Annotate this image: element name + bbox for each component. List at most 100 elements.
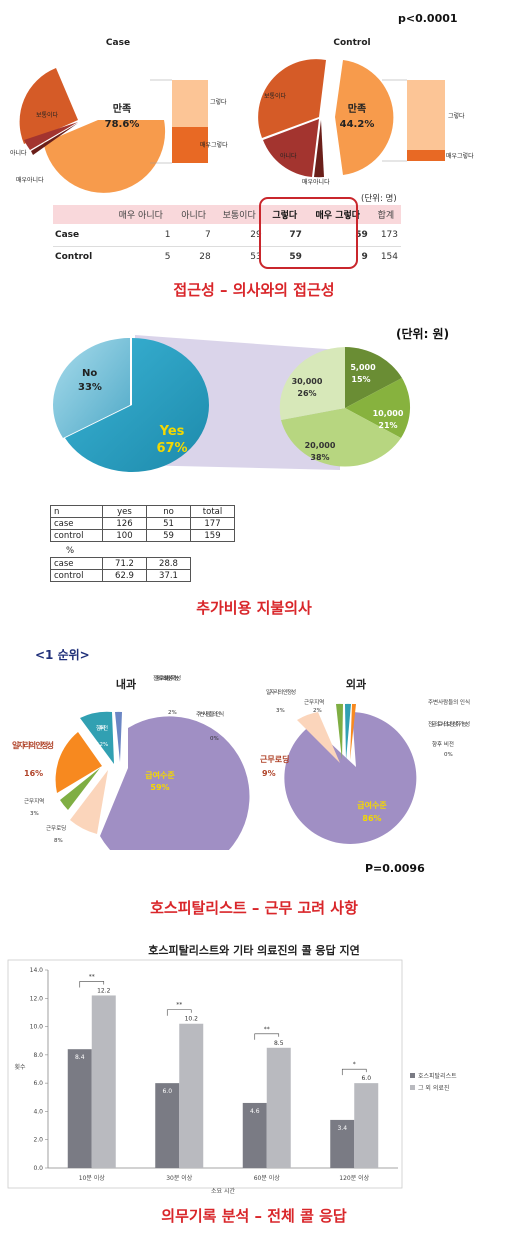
significance-mark: ** bbox=[176, 1002, 182, 1009]
case-bar-label-very-yes: 매우그렇다 bbox=[200, 141, 228, 149]
case-pie-very-no bbox=[31, 123, 78, 155]
y-tick-label: 12.0 bbox=[30, 995, 44, 1002]
payment-pies: No 33% Yes 67% 5,000 15% 10,000 21% 20,0… bbox=[53, 335, 411, 472]
table-cell: 9 bbox=[361, 252, 368, 263]
header-cell: 그렇다 bbox=[264, 205, 305, 224]
surgery-salary-pct: 86% bbox=[362, 814, 381, 823]
table-cell: 5 bbox=[164, 252, 171, 263]
bar-value-label: 6.0 bbox=[361, 1075, 371, 1082]
internal-specialty-pct: 2% bbox=[168, 710, 177, 716]
caption-workplace: 호스피탈리스트 – 근무 고려 사항 bbox=[150, 899, 358, 917]
pie-yes bbox=[65, 338, 210, 472]
surgery-job-label: 일자리의 안정성 bbox=[266, 688, 296, 696]
chart-title: 호스피탈리스트와 기타 의료진의 콜 응답 지연 bbox=[148, 944, 360, 957]
surgery-specialty-slice bbox=[350, 703, 356, 760]
table-cell: 51 bbox=[146, 517, 191, 530]
table-cell: 59 bbox=[146, 529, 191, 542]
pvalue-workplace: P=0.0096 bbox=[365, 862, 425, 875]
row-label: Control bbox=[55, 252, 93, 263]
caption-access: 접근성 – 의사와의 접근성 bbox=[173, 281, 335, 299]
table-cell: 28.8 bbox=[146, 557, 191, 570]
slice-label-30000: 30,000 bbox=[292, 377, 323, 386]
workplace-pies: 내과 급여수준 59% 일자리의 안정성 16% 향후 비전 12% 전문의로서… bbox=[12, 674, 470, 850]
bar-other bbox=[354, 1083, 379, 1168]
case-bar-label-yes: 그렇다 bbox=[210, 98, 227, 106]
table-cell: 28 bbox=[199, 252, 211, 263]
yes-label: Yes bbox=[159, 424, 185, 439]
internal-specialty-label: 전문의로서의 보람성취가능성 bbox=[153, 674, 181, 682]
control-bar-very-yes bbox=[407, 150, 445, 161]
legend-swatch bbox=[410, 1085, 415, 1090]
control-pie-satisfied bbox=[335, 60, 394, 175]
surgery-region-label: 근무지역 bbox=[304, 698, 324, 706]
table-header: n yes no total bbox=[50, 505, 235, 518]
internal-region-label: 근무지역 bbox=[24, 797, 44, 805]
y-tick-label: 14.0 bbox=[30, 967, 44, 974]
slice-5000 bbox=[345, 347, 402, 408]
surgery-region-pct: 2% bbox=[313, 708, 322, 714]
y-tick-label: 2.0 bbox=[33, 1137, 43, 1144]
rank-label: <1 순위> bbox=[35, 648, 90, 662]
control-label-normal: 보통이다 bbox=[264, 92, 287, 100]
slice-label-5000: 5,000 bbox=[350, 363, 376, 372]
slice-20000 bbox=[281, 408, 401, 467]
header-cell: total bbox=[190, 505, 235, 518]
header-cell: 아니다 bbox=[173, 205, 214, 224]
table-cell: 53 bbox=[250, 252, 262, 263]
table-cell: 126 bbox=[102, 517, 147, 530]
yes-pct: 67% bbox=[156, 441, 187, 456]
pvalue-label: p<0.0001 bbox=[398, 12, 458, 25]
table-row: case 126 51 177 bbox=[50, 517, 235, 530]
row-label: Case bbox=[55, 229, 80, 240]
significance-bracket bbox=[166, 1009, 192, 1016]
significance-mark: * bbox=[353, 1061, 356, 1068]
table-cell: 59 bbox=[355, 229, 368, 240]
case-pie-no bbox=[24, 122, 78, 150]
bar-other bbox=[266, 1047, 291, 1168]
internal-title: 내과 bbox=[116, 677, 136, 691]
slice-pct-5000: 15% bbox=[351, 375, 370, 384]
bar-hospitalist bbox=[330, 1119, 355, 1168]
internal-loading-label: 근무로딩 bbox=[46, 824, 66, 832]
bar-value-label: 6.0 bbox=[162, 1088, 172, 1095]
legend-label: 호스피탈리스트 bbox=[418, 1072, 457, 1080]
internal-salary-label: 급여수준 bbox=[145, 770, 175, 780]
control-main-label: 만족 bbox=[348, 102, 366, 115]
control-pie-very-no bbox=[314, 120, 324, 178]
row-label: control bbox=[50, 529, 103, 542]
y-tick-label: 8.0 bbox=[33, 1052, 43, 1059]
x-tick-label: 120분 이상 bbox=[339, 1174, 369, 1182]
surgery-title: 외과 bbox=[346, 677, 366, 691]
bar-value-label: 3.4 bbox=[337, 1125, 347, 1132]
surgery-salary-slice bbox=[284, 712, 417, 844]
surgery-salary-label: 급여수준 bbox=[357, 800, 387, 810]
significance-mark: ** bbox=[264, 1026, 270, 1033]
case-title: Case bbox=[106, 38, 130, 48]
case-main-pct: 78.6% bbox=[105, 119, 140, 130]
header-cell: 매우 그렇다 bbox=[304, 205, 371, 224]
surgery-region-slice bbox=[345, 703, 351, 760]
case-pie-normal bbox=[19, 68, 79, 144]
surgery-job-slice bbox=[336, 703, 343, 760]
surgery-loading-pct: 9% bbox=[262, 769, 276, 778]
control-main-pct: 44.2% bbox=[340, 119, 375, 130]
slice-10000 bbox=[345, 378, 411, 438]
slice-pct-30000: 26% bbox=[297, 389, 316, 398]
y-tick-label: 0.0 bbox=[33, 1165, 43, 1172]
bar-value-label: 12.2 bbox=[97, 987, 111, 994]
table-cell: 7 bbox=[204, 229, 211, 240]
y-tick-label: 4.0 bbox=[33, 1108, 43, 1115]
caption-payment: 추가비용 지불의사 bbox=[196, 599, 312, 617]
surgery-job-pct: 3% bbox=[276, 708, 285, 714]
control-label-no: 아니다 bbox=[280, 152, 297, 160]
table-cell: 177 bbox=[190, 517, 235, 530]
bar-value-label: 4.6 bbox=[250, 1108, 260, 1115]
surgery-perception-label: 주변사람들의 인식 bbox=[428, 698, 470, 706]
x-tick-label: 10분 이상 bbox=[79, 1174, 106, 1182]
control-pie-no bbox=[263, 119, 319, 177]
bar-hospitalist bbox=[155, 1083, 180, 1168]
table-cell: 71.2 bbox=[102, 557, 147, 570]
row-label: case bbox=[50, 517, 103, 530]
internal-future-label: 향후 비전 bbox=[96, 724, 108, 732]
no-pct: 33% bbox=[78, 382, 102, 393]
